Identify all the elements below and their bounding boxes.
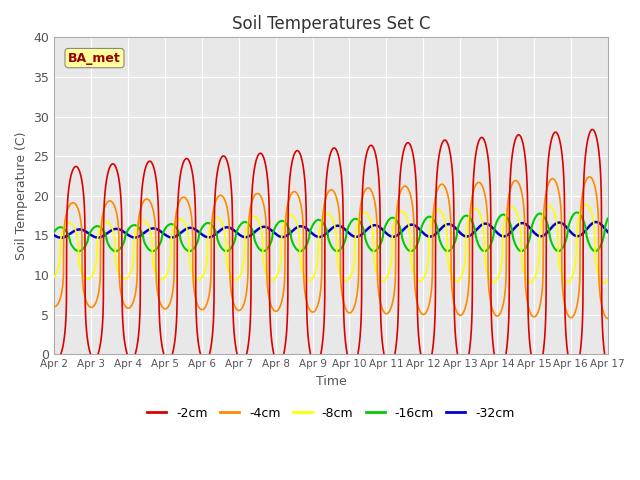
Legend: -2cm, -4cm, -8cm, -16cm, -32cm: -2cm, -4cm, -8cm, -16cm, -32cm (143, 402, 520, 424)
Title: Soil Temperatures Set C: Soil Temperatures Set C (232, 15, 430, 33)
X-axis label: Time: Time (316, 374, 346, 387)
Y-axis label: Soil Temperature (C): Soil Temperature (C) (15, 132, 28, 260)
Text: BA_met: BA_met (68, 51, 121, 65)
